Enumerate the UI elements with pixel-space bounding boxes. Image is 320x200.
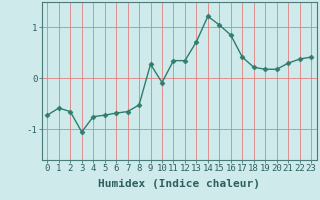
X-axis label: Humidex (Indice chaleur): Humidex (Indice chaleur) [98, 179, 260, 189]
